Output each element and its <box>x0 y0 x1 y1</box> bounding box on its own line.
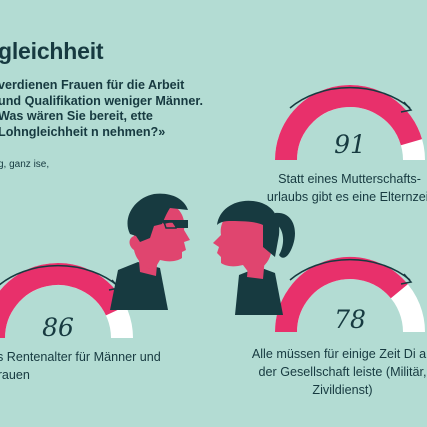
gauge-value-86: 86 <box>42 313 74 342</box>
caption-78: Alle müssen für einige Zeit Di an der Ge… <box>251 347 427 397</box>
man-profile-icon <box>110 193 190 310</box>
gauge-fill-91 <box>275 85 423 161</box>
gauge-value-78: 78 <box>334 305 366 334</box>
gauge-value-91: 91 <box>334 130 366 159</box>
gauge-78: 78 <box>275 257 425 342</box>
arrow-arc-icon <box>289 86 413 113</box>
question-note: g, ganz ise, <box>0 159 50 170</box>
gauge-arc-78 <box>275 257 425 333</box>
gauge-arc-91 <box>275 85 425 161</box>
page-title: gleichheit <box>0 38 104 64</box>
arrow-arc-icon <box>289 258 413 285</box>
gauge-91: 91 <box>275 85 425 170</box>
survey-question: verdienen Frauen für die Arbeit und Qual… <box>0 78 204 139</box>
gauge-fill-86 <box>0 263 126 339</box>
woman-profile-icon <box>213 200 295 315</box>
caption-86: es Rentenalter für Männer und Frauen <box>0 350 161 382</box>
gauge-86: 86 <box>0 263 133 348</box>
gauge-fill-78 <box>275 257 408 333</box>
caption-91: Statt eines Mutterschafts­urlaubs gibt e… <box>266 172 427 204</box>
